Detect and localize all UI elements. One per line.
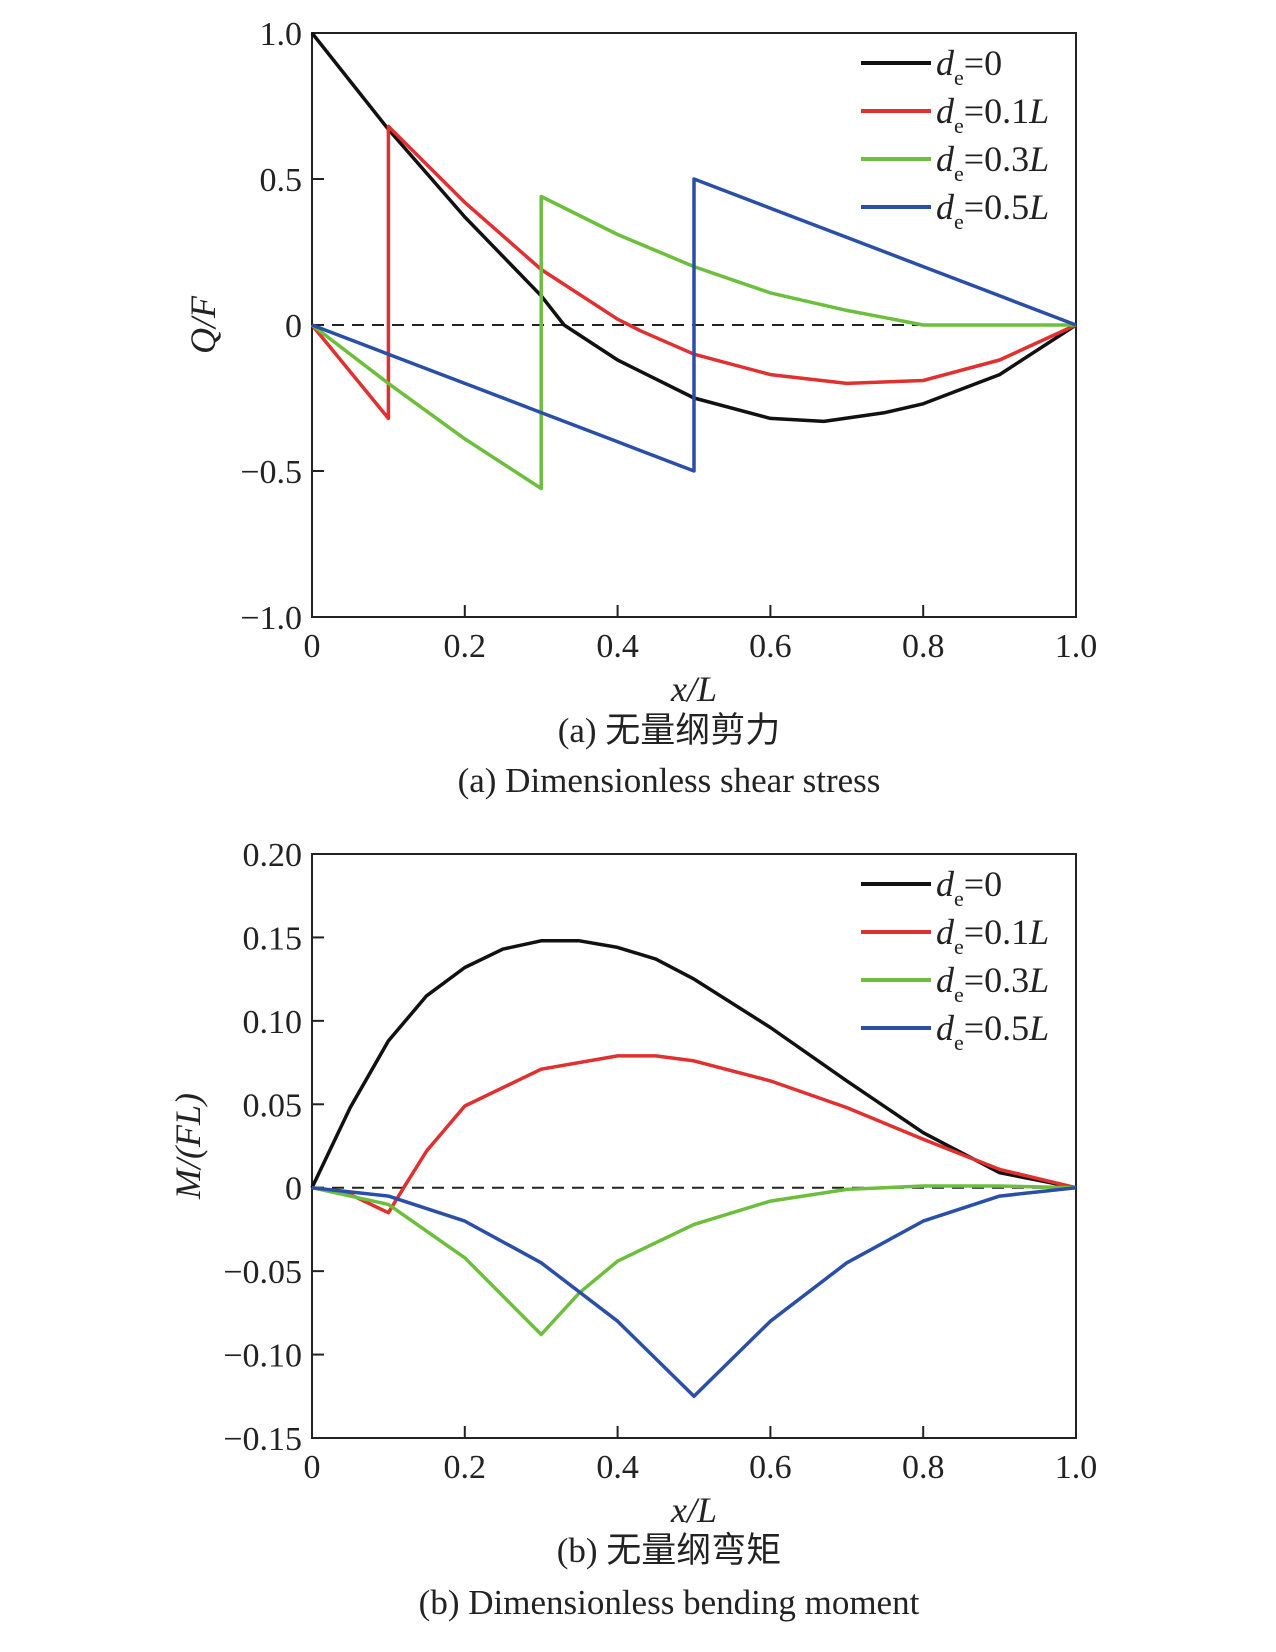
x-tick-label: 0.8 [902, 1449, 945, 1486]
x-tick-label: 1.0 [1055, 628, 1098, 665]
legend-label: de=0.1L [936, 91, 1049, 138]
y-tick-label: 0 [285, 1171, 302, 1208]
legend-label: de=0.3L [936, 960, 1049, 1007]
y-tick-label: 0.05 [243, 1087, 303, 1124]
legend-label: de=0.5L [936, 1008, 1049, 1055]
y-tick-label: −0.5 [240, 454, 302, 491]
y-tick-label: 0.20 [243, 837, 303, 874]
legend-label: de=0.3L [936, 139, 1049, 186]
chart-panel-moment: 0 0.2 0.4 0.6 0.8 1.0 −0.15 −0.10 −0.05 0 0.05 0.10… [168, 837, 1097, 1622]
x-tick-label: 0.4 [596, 628, 639, 665]
y-tick-label: 0.10 [243, 1004, 303, 1041]
series-line-de05l [311, 177, 1077, 473]
x-tick-label: 0.2 [444, 628, 487, 665]
y-tick-label: 0.5 [260, 162, 303, 199]
x-tick-label: 0 [304, 628, 321, 665]
series-line-de03l [310, 194, 1076, 491]
series-line-de01l [311, 1054, 1077, 1215]
y-tick-label: −1.0 [240, 600, 302, 637]
x-tick-label: 0.4 [596, 1449, 639, 1486]
x-tick-label: 0 [304, 1449, 321, 1486]
y-axis-label: M/(FL) [168, 1093, 208, 1200]
x-axis-label: x/L [670, 1490, 717, 1530]
legend-label: de=0 [936, 864, 1002, 911]
x-tick-label: 0.2 [444, 1449, 487, 1486]
series-line-de01l [310, 124, 1077, 421]
y-tick-label: −0.15 [223, 1421, 302, 1458]
x-tick-label: 0.6 [749, 628, 792, 665]
y-tick-label: 0.15 [243, 920, 303, 957]
caption-chinese: (b) 无量纲弯矩 [557, 1531, 782, 1570]
x-tick-label: 0.6 [749, 1449, 792, 1486]
caption-english: (a) Dimensionless shear stress [458, 761, 881, 800]
legend-label: de=0 [936, 43, 1002, 90]
y-axis-label: Q/F [183, 295, 223, 354]
y-tick-label: 0 [285, 308, 302, 345]
y-tick-label: 1.0 [260, 16, 303, 53]
legend-label: de=0.1L [936, 912, 1049, 959]
series-line-de05l [311, 1185, 1077, 1399]
y-tick-label: −0.05 [223, 1254, 302, 1291]
series-line-de03l [311, 1184, 1077, 1337]
chart-panel-shear: 0 0.2 0.4 0.6 0.8 1.0−1.0−0.500.51.0de=0de=0.… [183, 16, 1097, 800]
series-line-de0 [310, 939, 1077, 1190]
caption-english: (b) Dimensionless bending moment [419, 1583, 920, 1622]
x-tick-label: 0.8 [902, 628, 945, 665]
caption-chinese: (a) 无量纲剪力 [558, 711, 781, 750]
x-tick-label: 1.0 [1055, 1449, 1098, 1486]
legend-label: de=0.5L [936, 187, 1049, 234]
plot-frame [311, 853, 1077, 1439]
y-tick-label: −0.10 [223, 1338, 302, 1375]
x-axis-label: x/L [670, 669, 717, 709]
